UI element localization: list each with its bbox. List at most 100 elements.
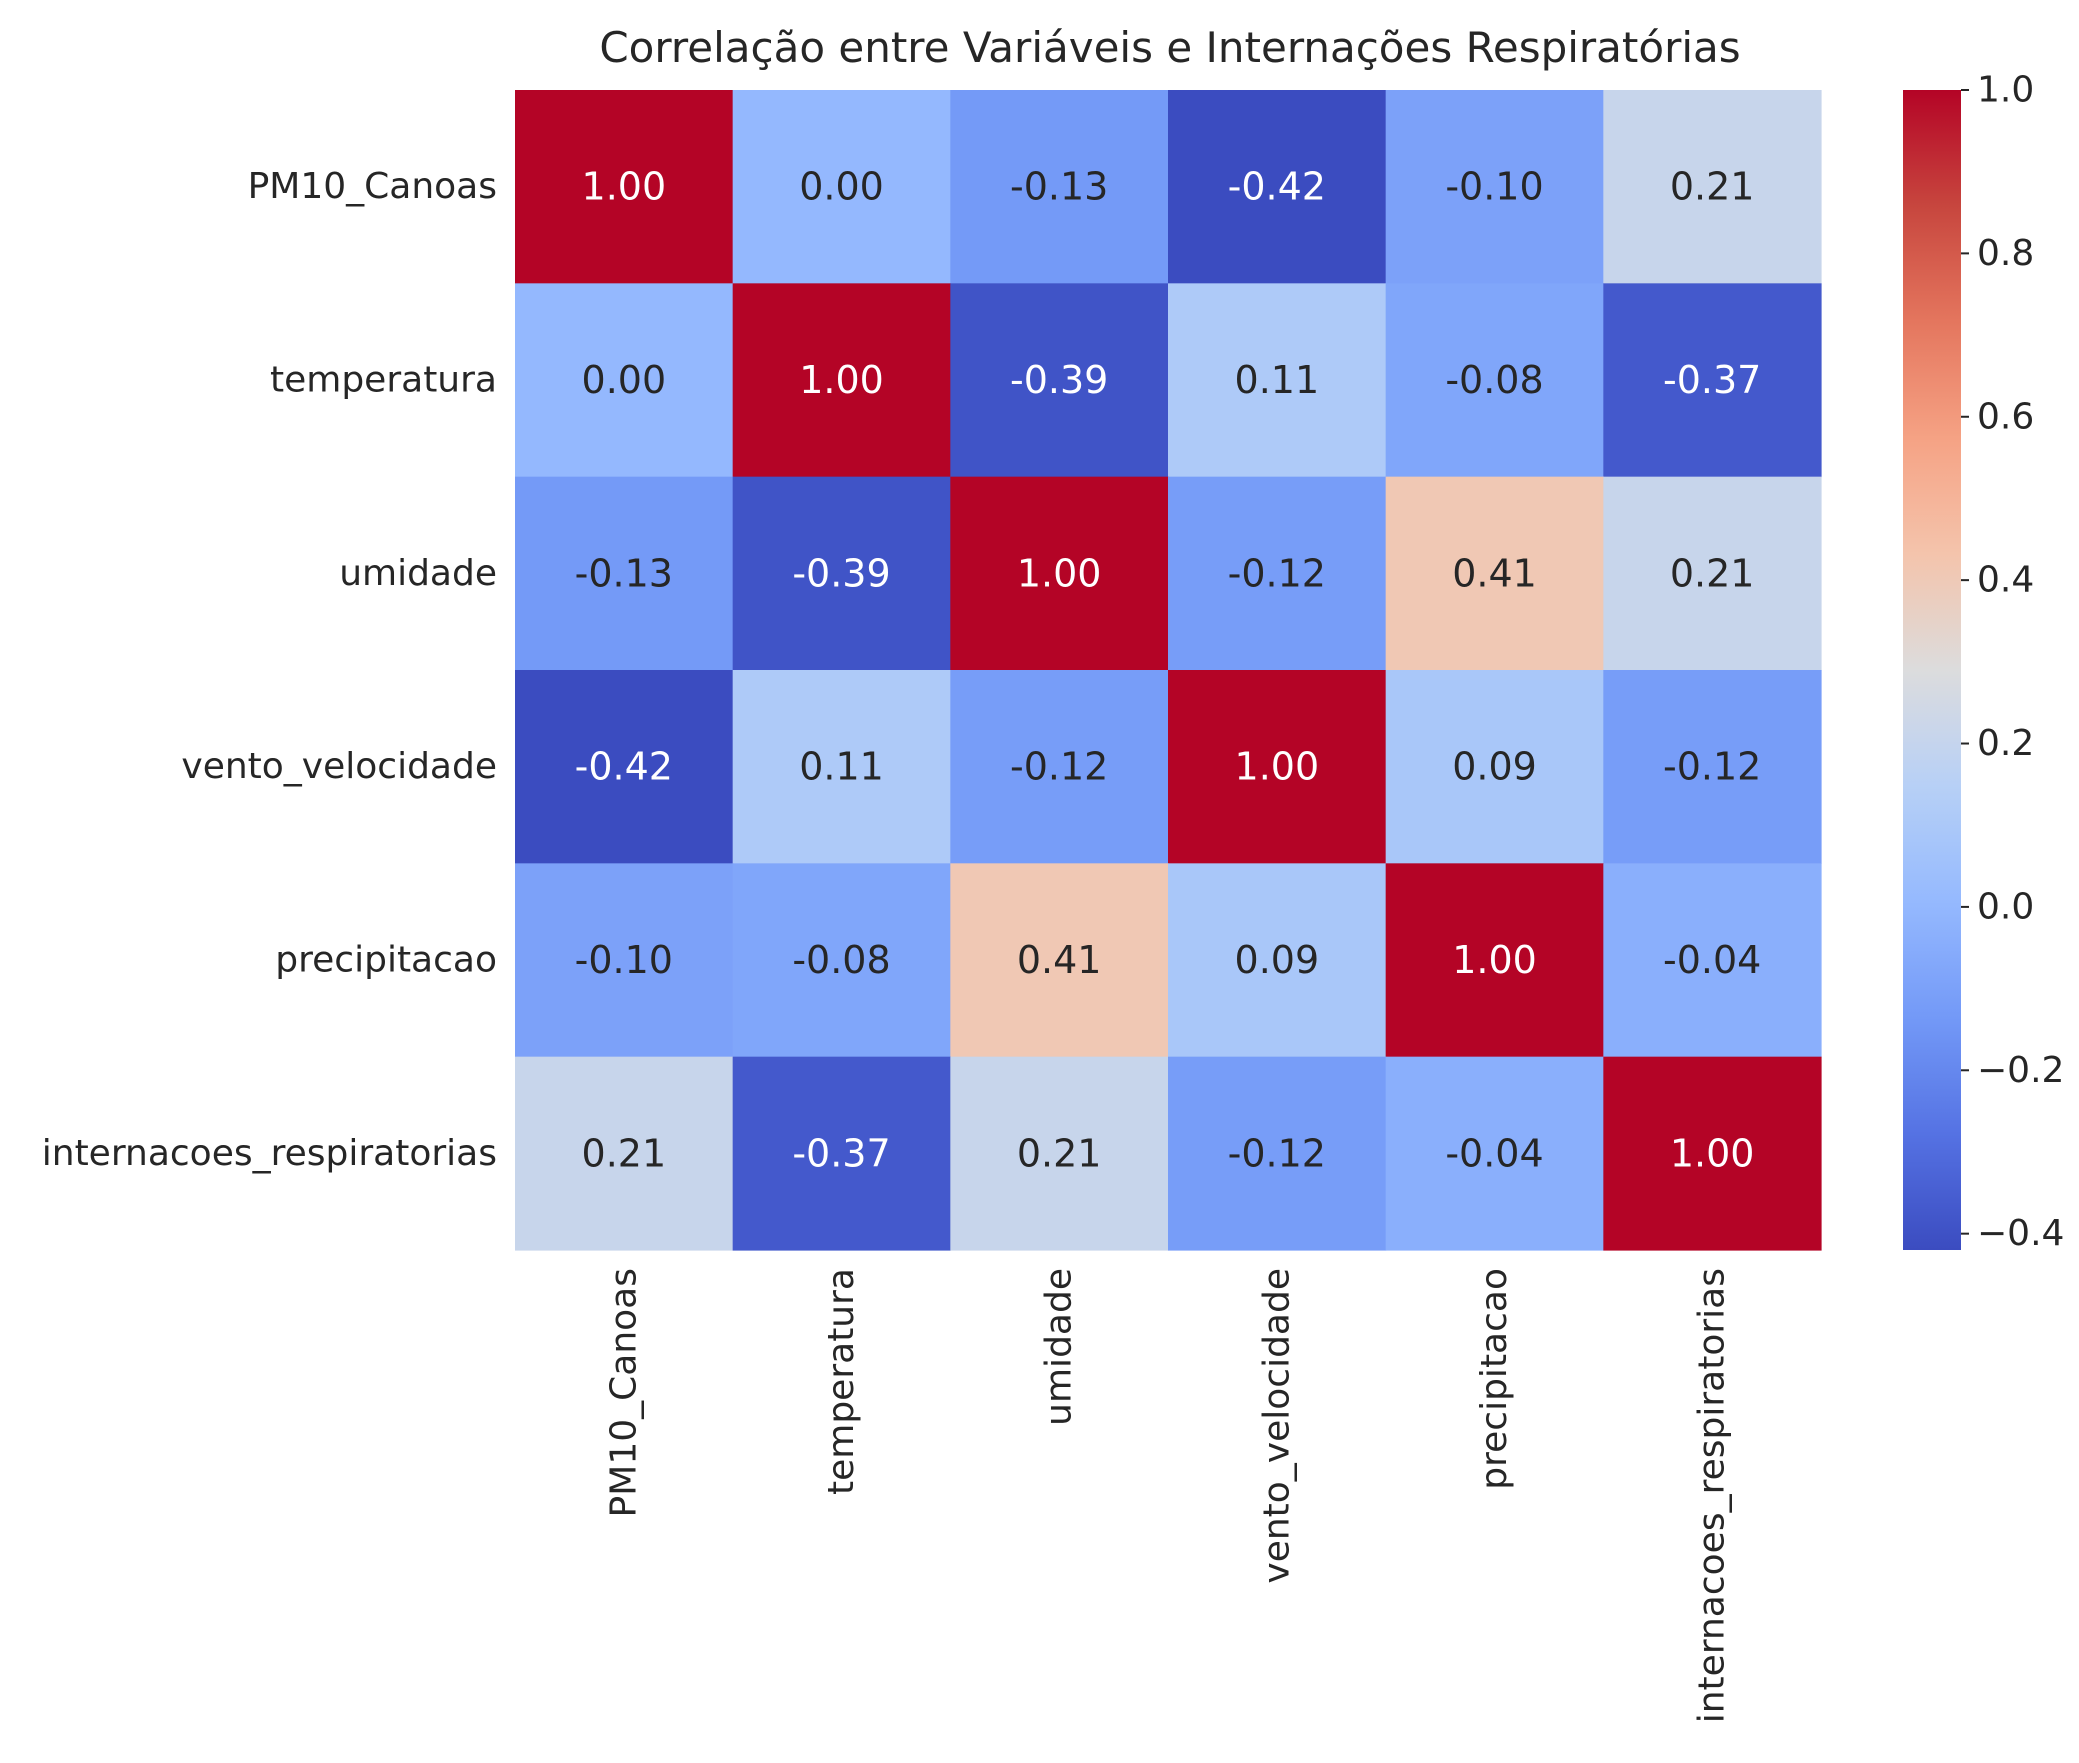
heatmap-cell bbox=[515, 670, 734, 864]
cell-value-label: 0.21 bbox=[1670, 551, 1755, 595]
x-tick-label: internacoes_respiratorias bbox=[1692, 1268, 1733, 1723]
cell-value-label: -0.10 bbox=[575, 938, 673, 982]
heatmap-cell bbox=[1168, 1056, 1387, 1251]
cell-value-label: -0.08 bbox=[792, 938, 890, 982]
chart-title: Correlação entre Variáveis e Internações… bbox=[599, 23, 1740, 72]
heatmap-cell bbox=[1603, 1056, 1822, 1251]
heatmap-cell bbox=[1168, 283, 1387, 478]
y-tick-label: PM10_Canoas bbox=[248, 166, 497, 207]
cell-value-label: -0.04 bbox=[1663, 938, 1761, 982]
heatmap-cell bbox=[732, 863, 951, 1058]
heatmap-cell bbox=[732, 476, 951, 671]
colorbar-gradient bbox=[1903, 90, 1961, 1250]
cell-value-label: -0.08 bbox=[1445, 358, 1543, 402]
cell-value-label: 0.11 bbox=[799, 745, 884, 789]
heatmap-cell bbox=[1385, 476, 1604, 671]
heatmap-cell bbox=[1603, 670, 1822, 864]
cell-value-label: 0.41 bbox=[1017, 938, 1102, 982]
heatmap-cell bbox=[1168, 863, 1387, 1058]
y-tick-label: precipitacao bbox=[275, 940, 497, 981]
heatmap-cell bbox=[1385, 90, 1604, 284]
heatmap-cell bbox=[1385, 1056, 1604, 1251]
heatmap-cell bbox=[732, 90, 951, 284]
cell-value-label: -0.12 bbox=[1228, 1131, 1326, 1175]
cell-value-label: 0.00 bbox=[799, 165, 884, 209]
cell-value-label: 1.00 bbox=[1017, 551, 1102, 595]
colorbar-tick-label: 0.0 bbox=[1977, 886, 2034, 927]
heatmap-cell bbox=[1603, 283, 1822, 478]
colorbar: −0.4 −0.2 0.0 0.2 0.4 0.6 0.8 1.0 bbox=[1903, 70, 2064, 1254]
cell-value-label: 1.00 bbox=[1235, 745, 1320, 789]
x-tick-label: umidade bbox=[1039, 1268, 1080, 1426]
heatmap-cell bbox=[732, 283, 951, 478]
x-tick-label: temperatura bbox=[821, 1268, 862, 1495]
cell-value-label: 0.09 bbox=[1452, 745, 1537, 789]
y-tick-labels: PM10_Canoas temperatura umidade vento_veloc… bbox=[42, 166, 497, 1174]
heatmap-cell bbox=[515, 1056, 734, 1251]
colorbar-tick-label: 0.2 bbox=[1977, 723, 2034, 764]
y-tick-label: vento_velocidade bbox=[181, 746, 497, 787]
colorbar-tick-label: −0.4 bbox=[1977, 1213, 2064, 1254]
x-tick-label: vento_velocidade bbox=[1256, 1268, 1297, 1584]
x-tick-label: PM10_Canoas bbox=[603, 1268, 644, 1517]
cell-value-label: 0.09 bbox=[1235, 938, 1320, 982]
cell-value-label: -0.12 bbox=[1010, 745, 1108, 789]
cell-value-label: 0.21 bbox=[582, 1131, 667, 1175]
heatmap-cell bbox=[950, 670, 1169, 864]
cell-value-label: -0.42 bbox=[575, 745, 673, 789]
cell-value-label: -0.39 bbox=[792, 551, 890, 595]
cell-value-label: 1.00 bbox=[799, 358, 884, 402]
heatmap-cell bbox=[950, 1056, 1169, 1251]
cell-value-label: 0.21 bbox=[1670, 165, 1755, 209]
cell-value-label: 0.41 bbox=[1452, 551, 1537, 595]
heatmap-cell bbox=[1385, 863, 1604, 1058]
heatmap-cell bbox=[950, 863, 1169, 1058]
colorbar-tick-label: 0.4 bbox=[1977, 560, 2034, 601]
cell-value-label: -0.10 bbox=[1445, 165, 1543, 209]
y-tick-label: internacoes_respiratorias bbox=[42, 1133, 497, 1174]
cell-value-label: -0.42 bbox=[1228, 165, 1326, 209]
heatmap-cell bbox=[515, 476, 734, 671]
x-tick-labels: PM10_Canoas temperatura umidade vento_veloc… bbox=[603, 1268, 1732, 1723]
cell-value-label: 1.00 bbox=[1452, 938, 1537, 982]
colorbar-tick-label: −0.2 bbox=[1977, 1050, 2064, 1091]
heatmap-cell bbox=[1385, 283, 1604, 478]
heatmap-cell bbox=[515, 90, 734, 284]
colorbar-tick-label: 1.0 bbox=[1977, 70, 2034, 111]
heatmap-cell bbox=[515, 283, 734, 478]
cell-value-label: -0.12 bbox=[1228, 551, 1326, 595]
y-tick-label: umidade bbox=[339, 553, 497, 594]
heatmap-cell bbox=[1168, 670, 1387, 864]
cell-value-label: -0.12 bbox=[1663, 745, 1761, 789]
cell-value-label: 0.00 bbox=[582, 358, 667, 402]
x-tick-label: precipitacao bbox=[1474, 1268, 1515, 1490]
cell-value-label: 1.00 bbox=[1670, 1131, 1755, 1175]
cell-value-label: -0.13 bbox=[575, 551, 673, 595]
heatmap-cell bbox=[950, 476, 1169, 671]
heatmap-cell bbox=[1603, 90, 1822, 284]
heatmap-cell bbox=[732, 1056, 951, 1251]
y-tick-label: temperatura bbox=[270, 360, 497, 401]
heatmap-cell bbox=[1168, 476, 1387, 671]
heatmap-cell bbox=[1168, 90, 1387, 284]
heatmap-cell bbox=[1603, 863, 1822, 1058]
heatmap-cell bbox=[1603, 476, 1822, 671]
heatmap-cell bbox=[1385, 670, 1604, 864]
cell-value-label: -0.37 bbox=[792, 1131, 890, 1175]
cell-value-label: -0.13 bbox=[1010, 165, 1108, 209]
colorbar-tick-label: 0.6 bbox=[1977, 396, 2034, 437]
cell-value-label: 0.11 bbox=[1235, 358, 1320, 402]
cell-value-label: -0.37 bbox=[1663, 358, 1761, 402]
heatmap-cell bbox=[515, 863, 734, 1058]
colorbar-tick-label: 0.8 bbox=[1977, 233, 2034, 274]
cell-value-label: 1.00 bbox=[582, 165, 667, 209]
cell-value-label: 0.21 bbox=[1017, 1131, 1102, 1175]
heatmap-cell bbox=[950, 90, 1169, 284]
heatmap-cells bbox=[515, 90, 1822, 1251]
cell-annotations: 1.00 0.00 -0.13 -0.42 -0.10 0.21 0.00 1.00 -0.39… bbox=[575, 165, 1762, 1176]
heatmap-cell bbox=[732, 670, 951, 864]
heatmap-cell bbox=[950, 283, 1169, 478]
cell-value-label: -0.39 bbox=[1010, 358, 1108, 402]
